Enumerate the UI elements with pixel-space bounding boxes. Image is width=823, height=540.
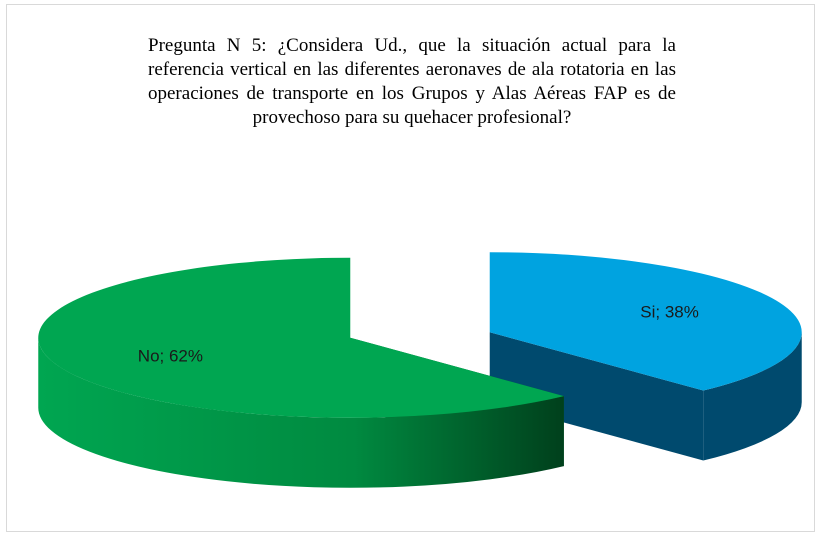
pie-slice xyxy=(489,252,802,461)
pie-slice xyxy=(38,257,564,488)
slice-top xyxy=(489,252,802,391)
slice-side xyxy=(703,332,802,461)
chart-frame xyxy=(6,4,815,532)
chart-title: Pregunta N 5: ¿Considera Ud., que la sit… xyxy=(148,35,676,128)
slice-top xyxy=(38,257,564,418)
slice-cut-face xyxy=(489,332,704,461)
slice-side xyxy=(38,337,564,488)
data-label: No; 62% xyxy=(138,346,203,365)
data-label: Si; 38% xyxy=(640,303,699,322)
